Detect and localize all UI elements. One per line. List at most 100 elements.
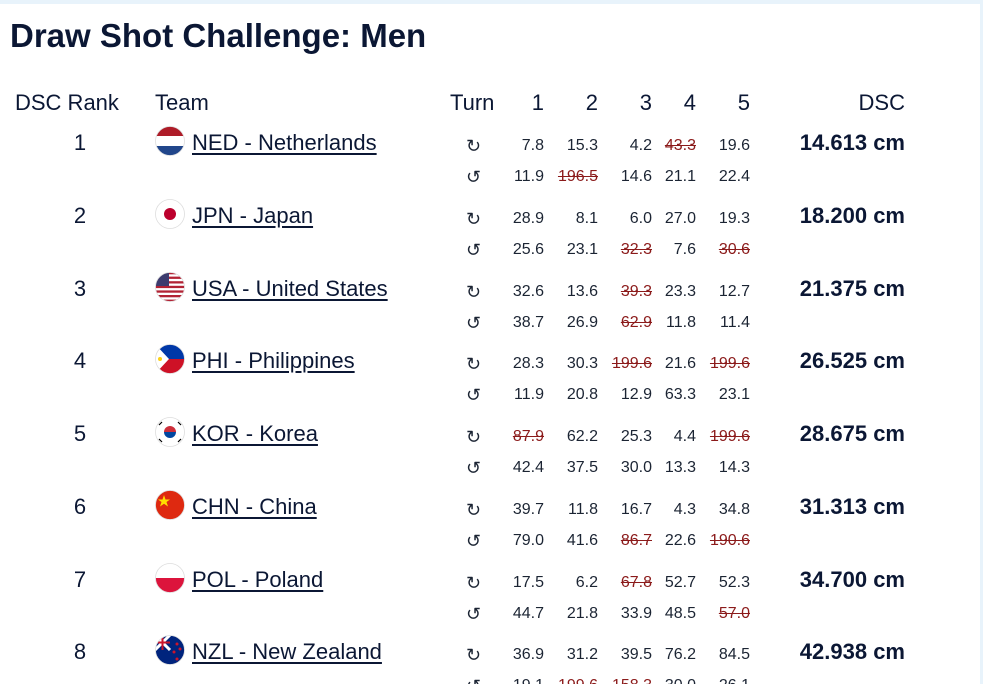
dsc-value: 26.525 cm bbox=[799, 348, 905, 374]
shot: 33.9 bbox=[620, 604, 652, 622]
shot: 43.3 bbox=[664, 137, 696, 154]
shot: 11.9 bbox=[514, 386, 544, 404]
turn-symbol: ↻ bbox=[466, 499, 482, 520]
shot: 39.5 bbox=[620, 646, 652, 664]
team-header: Team bbox=[155, 90, 209, 115]
shot: 19.3 bbox=[718, 209, 750, 227]
turn-symbol: ↻ bbox=[466, 354, 482, 375]
rank: 3 bbox=[73, 275, 87, 301]
shot: 199.6 bbox=[709, 428, 750, 445]
shot: 52.3 bbox=[718, 573, 750, 591]
dsc-value: 31.313 cm bbox=[799, 493, 905, 519]
shot-header: 2 bbox=[585, 90, 598, 115]
shot: 39.3 bbox=[620, 282, 652, 300]
shot: 21.1 bbox=[664, 168, 696, 185]
shot: 48.5 bbox=[664, 604, 696, 622]
team-link[interactable]: NZL - New Zealand bbox=[192, 639, 382, 665]
shot: 67.8 bbox=[620, 573, 652, 591]
shot: 63.3 bbox=[664, 386, 696, 404]
shot: 158.3 bbox=[592, 676, 652, 684]
shot: 13.6 bbox=[566, 282, 598, 300]
dsc-value: 21.375 cm bbox=[799, 275, 905, 301]
rank: 6 bbox=[73, 493, 87, 519]
team-link[interactable]: PHI - Philippines bbox=[192, 348, 355, 374]
turn-symbol: ↻ bbox=[466, 427, 482, 447]
shot: 22.4 bbox=[718, 168, 750, 185]
team-link[interactable]: CHN - China bbox=[192, 493, 317, 519]
team-link[interactable]: KOR - Korea bbox=[192, 421, 318, 446]
edge bbox=[980, 4, 983, 684]
flag bbox=[155, 562, 185, 593]
shot: 31.2 bbox=[566, 646, 598, 664]
shot: 199.6 bbox=[611, 355, 652, 373]
turn-symbol: ↺ bbox=[466, 676, 481, 684]
rank: 8 bbox=[73, 639, 87, 665]
shot: 17.5 bbox=[512, 573, 544, 591]
turn-symbol: ↺ bbox=[466, 312, 482, 333]
shot: 14.3 bbox=[718, 459, 750, 476]
shot: 32.3 bbox=[620, 240, 652, 258]
team-link[interactable]: JPN - Japan bbox=[192, 202, 314, 228]
shot: 62.2 bbox=[566, 428, 598, 445]
turn-symbol: ↻ bbox=[466, 208, 482, 229]
flag bbox=[155, 417, 185, 447]
shot: 11.9 bbox=[514, 168, 544, 185]
shot: 19.6 bbox=[718, 137, 750, 154]
shot: 32.6 bbox=[512, 282, 544, 300]
shot: 52.7 bbox=[664, 573, 696, 591]
shot: 6.2 bbox=[575, 573, 598, 591]
shot: 76.2 bbox=[664, 646, 696, 664]
shot: 199.6 bbox=[538, 676, 598, 684]
shot: 44.7 bbox=[512, 604, 544, 622]
shot: 11.4 bbox=[720, 313, 750, 331]
shot: 39.7 bbox=[512, 500, 544, 518]
shot: 34.8 bbox=[718, 500, 750, 518]
shot: 30.0 bbox=[636, 676, 696, 684]
shot-header: 3 bbox=[639, 90, 652, 115]
shot: 57.0 bbox=[718, 604, 750, 622]
shot: 199.6 bbox=[709, 355, 750, 373]
shot: 7.6 bbox=[673, 240, 696, 258]
dsc-value: 18.200 cm bbox=[799, 202, 905, 228]
shot: 38.7 bbox=[512, 313, 544, 331]
team-link[interactable]: USA - United States bbox=[192, 275, 388, 301]
shot: 14.6 bbox=[620, 168, 652, 185]
rank: 2 bbox=[73, 202, 87, 228]
shot: 84.5 bbox=[718, 646, 750, 664]
shot: 7.8 bbox=[521, 137, 544, 154]
shot: 4.3 bbox=[673, 500, 696, 518]
shot: 25.6 bbox=[512, 240, 544, 258]
shot: 4.4 bbox=[673, 428, 696, 445]
shot: 36.9 bbox=[512, 646, 544, 664]
flag bbox=[155, 344, 185, 375]
dsc-value: 42.938 cm bbox=[799, 639, 905, 665]
shot: 62.9 bbox=[620, 313, 652, 331]
shot: 86.7 bbox=[620, 531, 652, 549]
shot: 27.0 bbox=[664, 209, 696, 227]
rank: 7 bbox=[73, 566, 87, 592]
dsc-header: DSC bbox=[858, 90, 905, 115]
team-link[interactable]: POL - Poland bbox=[192, 566, 324, 592]
shot: 87.9 bbox=[512, 428, 544, 445]
shot: 79.0 bbox=[512, 531, 544, 549]
shot: 22.6 bbox=[664, 531, 696, 549]
turn-symbol: ↺ bbox=[466, 458, 482, 478]
rank-header: DSC Rank bbox=[15, 90, 119, 115]
shot: 12.7 bbox=[718, 282, 750, 300]
rank: 4 bbox=[73, 348, 87, 374]
turn-symbol: ↺ bbox=[466, 530, 482, 551]
shot: 19.1 bbox=[484, 676, 544, 684]
turn-symbol: ↺ bbox=[466, 239, 482, 260]
rank: 5 bbox=[73, 421, 87, 446]
flag bbox=[155, 198, 185, 229]
flag bbox=[155, 635, 185, 666]
dsc-value: 28.675 cm bbox=[799, 421, 905, 446]
shot: 4.2 bbox=[629, 137, 652, 154]
turn-symbol: ↺ bbox=[466, 385, 482, 406]
shot: 20.8 bbox=[566, 386, 598, 404]
turn-symbol: ↻ bbox=[466, 281, 482, 302]
team-link[interactable]: NED - Netherlands bbox=[192, 130, 377, 155]
shot: 37.5 bbox=[566, 459, 598, 476]
shot: 23.1 bbox=[566, 240, 598, 258]
